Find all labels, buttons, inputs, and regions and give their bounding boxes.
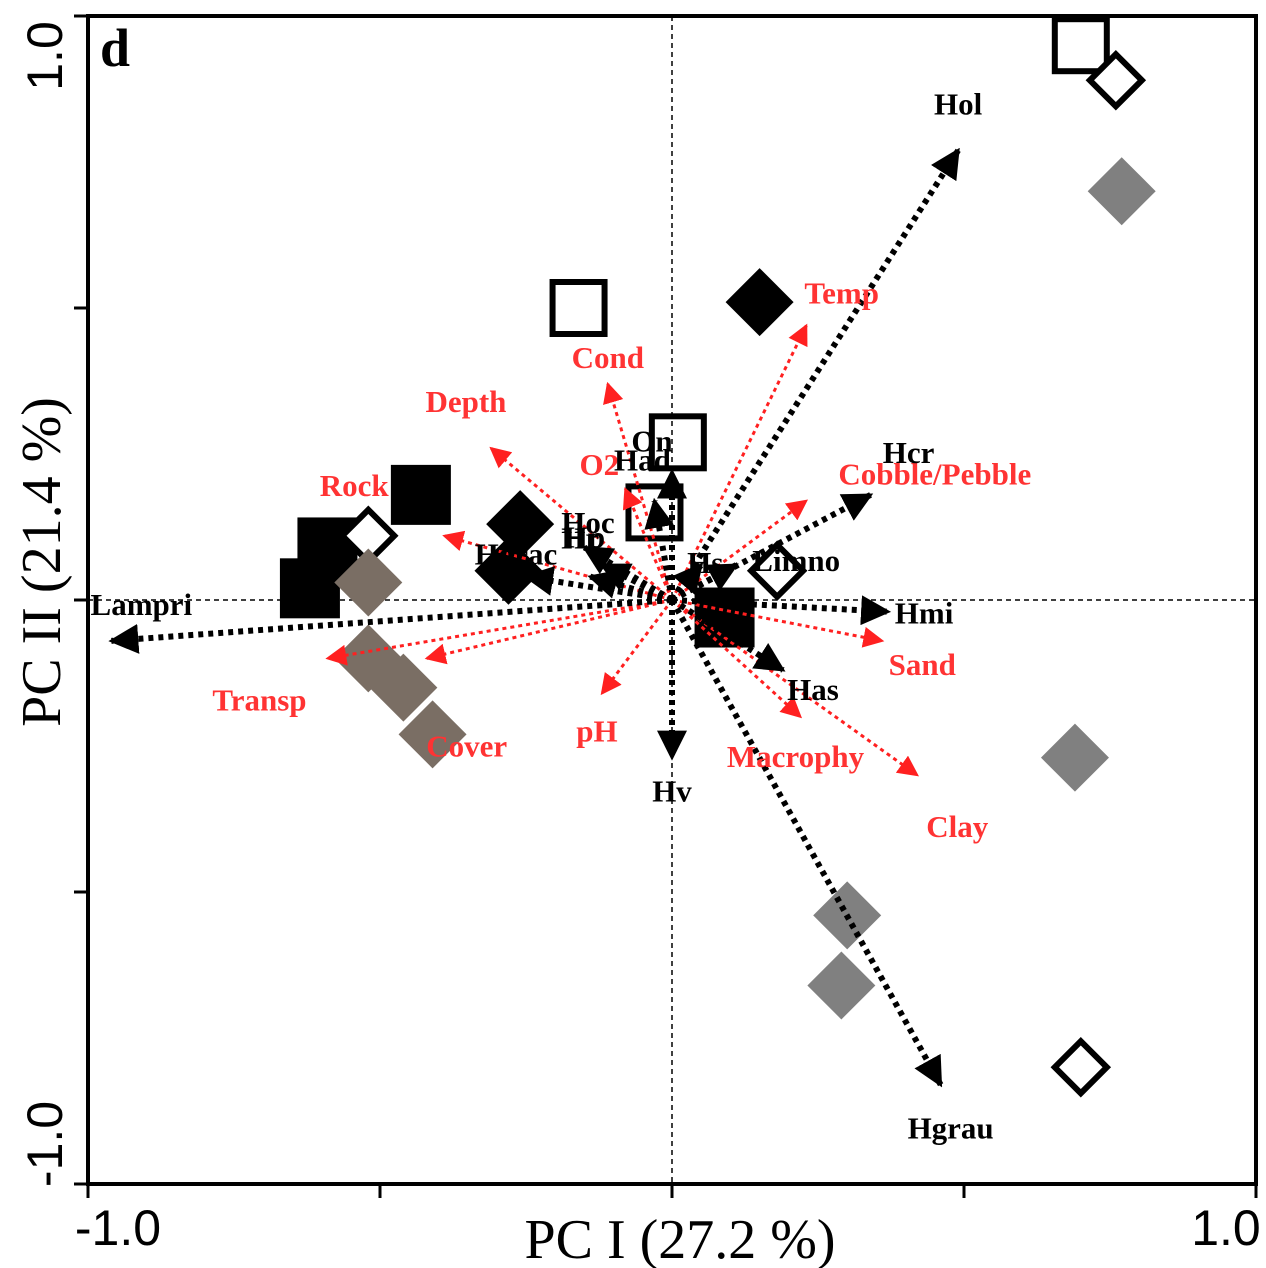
- sample-point: [334, 548, 403, 617]
- species-vector: [669, 562, 704, 602]
- environment-vector: [670, 323, 808, 601]
- sample-point: [398, 700, 467, 769]
- sample-point: [1087, 157, 1156, 226]
- environment-vector-label: Rock: [320, 468, 390, 503]
- species-vector: [669, 147, 961, 602]
- sample-point: [390, 464, 451, 525]
- sample-point: [648, 413, 707, 472]
- sample-point: [1040, 723, 1109, 792]
- environment-vector: [424, 598, 673, 665]
- sample-point: [1085, 49, 1147, 111]
- sample-point: [486, 490, 555, 559]
- species-vector-label: Hgrau: [908, 1111, 994, 1146]
- environment-vector: [600, 599, 674, 696]
- species-vector-label: Hr: [561, 521, 599, 556]
- environment-vector: [671, 598, 885, 648]
- environment-vector-label: Cobble/Pebble: [838, 457, 1031, 492]
- species-vector-label: Hs: [687, 545, 723, 580]
- environment-vector-label: Macrophy: [727, 739, 865, 774]
- environment-vector: [325, 598, 673, 666]
- species-vector-label: Limno: [752, 543, 840, 578]
- species-vector-label: Hgrac: [475, 537, 558, 572]
- x-tick-label: -1.0: [75, 1200, 161, 1256]
- species-vector-label: Hp: [564, 519, 605, 554]
- species-vector-label: Hmi: [895, 596, 954, 631]
- environment-vector-label: Transp: [212, 682, 306, 717]
- sample-point: [1051, 16, 1110, 75]
- labels-layer: Temp Cond Depth O2 Rock Cobble/Pebble Sand Clay…: [91, 86, 1032, 1145]
- species-vector-label: Lampri: [91, 587, 193, 622]
- sample-point: [279, 558, 340, 619]
- species-vector: [670, 492, 874, 603]
- species-vector-label: Hcr: [883, 435, 935, 470]
- sample-point: [1050, 1036, 1112, 1098]
- environment-vector-label: pH: [576, 713, 617, 748]
- species-vector: [108, 597, 673, 654]
- species-vector-label: Hv: [652, 774, 692, 809]
- environment-vector-label: Cond: [572, 340, 644, 375]
- sample-point: [725, 268, 794, 337]
- species-vector: [644, 497, 675, 601]
- species-vectors-layer: [108, 147, 961, 1088]
- sample-point: [807, 951, 876, 1020]
- x-tick-label: 1.0: [1191, 1200, 1261, 1256]
- species-vector: [670, 597, 786, 673]
- environment-vector-label: Temp: [804, 276, 879, 311]
- species-vector: [669, 598, 944, 1088]
- species-vector-label: Hol: [934, 86, 983, 121]
- environment-vector-label: Clay: [926, 809, 989, 844]
- sample-point: [549, 279, 608, 337]
- environment-vector-label: Cover: [426, 728, 507, 763]
- sample-point: [369, 653, 438, 722]
- y-axis-title: PC II (21.4 %): [11, 397, 73, 727]
- sample-point: [746, 540, 808, 602]
- species-vector-label: Hoc: [561, 505, 614, 540]
- axes-layer: -1.0 1.0 -1.0 1.0: [17, 14, 1261, 1256]
- species-vector: [599, 562, 674, 603]
- environment-vector-label: Depth: [425, 384, 506, 419]
- species-vector-label: On: [631, 424, 672, 459]
- environment-vector-label: Sand: [889, 647, 956, 682]
- x-axis-title: PC I (27.2 %): [524, 1209, 835, 1268]
- panel-label: d: [100, 18, 130, 78]
- y-tick-label: -1.0: [17, 1101, 73, 1187]
- species-vector-label: Has: [787, 672, 839, 707]
- species-vector-label: Had: [614, 443, 671, 478]
- species-vector: [671, 595, 892, 626]
- environment-vector: [670, 598, 803, 719]
- samples-layer: [279, 16, 1156, 1098]
- environment-vector-label: O2: [579, 447, 619, 482]
- y-tick-label: 1.0: [17, 21, 73, 91]
